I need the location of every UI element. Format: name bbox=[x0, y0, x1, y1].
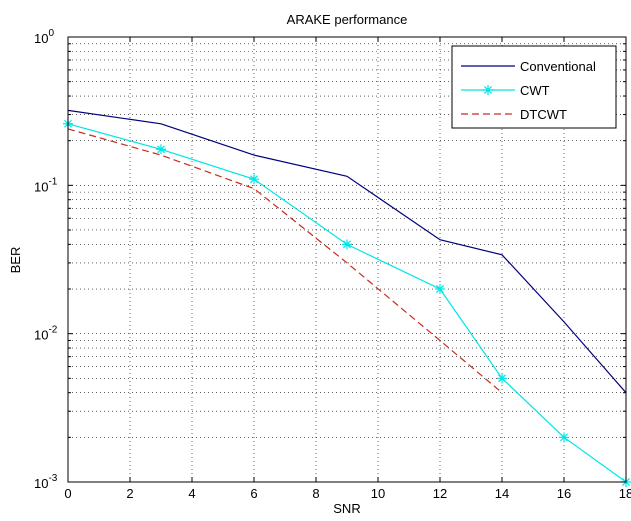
y-tick-label-base: 10 bbox=[34, 476, 48, 491]
y-tick-label-base: 10 bbox=[34, 328, 48, 343]
x-tick-label: 0 bbox=[64, 486, 71, 501]
x-axis-label: SNR bbox=[333, 501, 360, 516]
y-tick-label-exponent: 0 bbox=[48, 28, 54, 39]
x-tick-label: 16 bbox=[557, 486, 571, 501]
data-point-cwt bbox=[156, 144, 166, 155]
x-tick-label: 14 bbox=[495, 486, 509, 501]
legend-label-cwt: CWT bbox=[520, 83, 550, 98]
legend-label-conventional: Conventional bbox=[520, 59, 596, 74]
legend-label-dtcwt: DTCWT bbox=[520, 107, 567, 122]
x-tick-label: 2 bbox=[126, 486, 133, 501]
legend-box bbox=[451, 45, 617, 129]
legend-marker-cwt bbox=[483, 85, 493, 95]
y-tick-label-base: 10 bbox=[34, 179, 48, 194]
data-point-cwt bbox=[559, 432, 569, 443]
y-tick-label-exponent: -1 bbox=[48, 176, 57, 187]
y-tick-label: 100 bbox=[34, 28, 54, 46]
y-tick-label: 10-3 bbox=[34, 473, 58, 491]
data-point-cwt bbox=[435, 284, 445, 295]
data-point-cwt bbox=[342, 239, 352, 250]
chart-title: ARAKE performance bbox=[287, 12, 408, 27]
legend: Conventional CWT DTCWT bbox=[451, 45, 617, 129]
data-point-cwt bbox=[249, 174, 259, 185]
y-tick-label-exponent: -3 bbox=[48, 473, 57, 484]
data-point-cwt bbox=[497, 373, 507, 384]
y-tick-label: 10-2 bbox=[34, 325, 58, 343]
y-axis-label: BER bbox=[8, 247, 23, 274]
y-tick-label-base: 10 bbox=[34, 31, 48, 46]
x-tick-label: 12 bbox=[433, 486, 447, 501]
series-line-conventional bbox=[67, 109, 627, 394]
x-tick-label: 6 bbox=[250, 486, 257, 501]
series-layer bbox=[63, 109, 631, 487]
x-tick-label: 10 bbox=[371, 486, 385, 501]
y-tick-label-exponent: -2 bbox=[48, 325, 57, 336]
series-line-cwt bbox=[67, 123, 627, 483]
x-tick-label: 4 bbox=[188, 486, 195, 501]
series-line-dtcwt bbox=[67, 128, 503, 394]
x-tick-label: 18 bbox=[619, 486, 631, 501]
y-tick-label: 10-1 bbox=[34, 176, 58, 194]
ticks bbox=[67, 37, 627, 483]
axes-box bbox=[67, 36, 627, 483]
x-tick-label: 8 bbox=[312, 486, 319, 501]
